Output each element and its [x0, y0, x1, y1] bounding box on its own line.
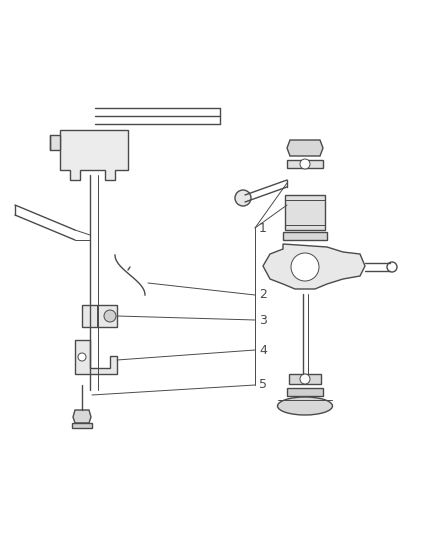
- Circle shape: [300, 159, 310, 169]
- Circle shape: [291, 253, 319, 281]
- Polygon shape: [75, 340, 117, 374]
- Text: 1: 1: [259, 222, 267, 235]
- Circle shape: [78, 353, 86, 361]
- Ellipse shape: [278, 397, 332, 415]
- Circle shape: [387, 262, 397, 272]
- Polygon shape: [283, 232, 327, 240]
- Polygon shape: [60, 130, 128, 180]
- Text: 5: 5: [259, 378, 267, 392]
- Polygon shape: [263, 244, 365, 289]
- Circle shape: [235, 190, 251, 206]
- Polygon shape: [82, 305, 117, 327]
- Polygon shape: [72, 423, 92, 428]
- Polygon shape: [50, 135, 60, 150]
- Polygon shape: [287, 140, 323, 156]
- Polygon shape: [287, 388, 323, 396]
- Polygon shape: [285, 195, 325, 230]
- Text: 3: 3: [259, 313, 267, 327]
- Polygon shape: [287, 160, 323, 168]
- Text: 2: 2: [259, 288, 267, 302]
- Circle shape: [300, 374, 310, 384]
- Text: 4: 4: [259, 343, 267, 357]
- Circle shape: [104, 310, 116, 322]
- Polygon shape: [73, 410, 91, 423]
- Polygon shape: [289, 374, 321, 384]
